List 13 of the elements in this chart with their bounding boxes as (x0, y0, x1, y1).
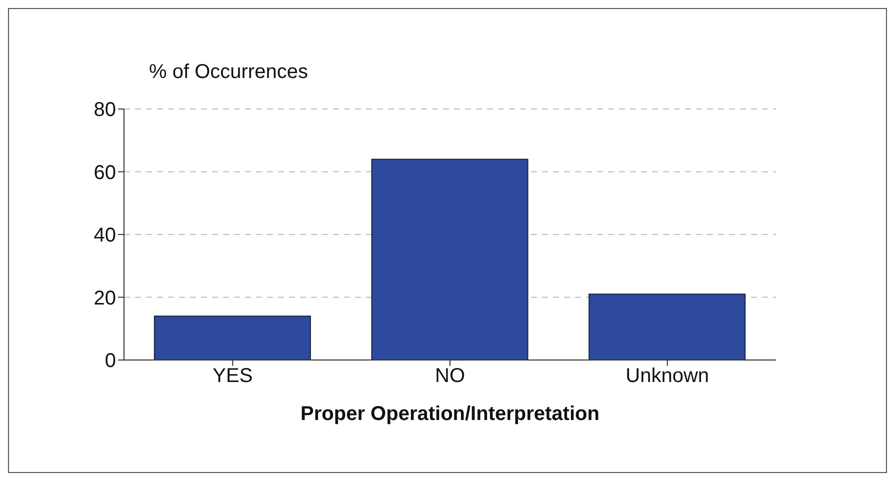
y-tick-label: 20 (94, 287, 116, 310)
y-tick-label: 80 (94, 99, 116, 122)
x-tick-label: Unknown (626, 365, 710, 388)
bar (371, 158, 528, 360)
y-tick-label: 0 (104, 350, 116, 372)
y-tick-label: 60 (94, 162, 116, 184)
bar (154, 316, 311, 360)
y-axis-title: % of Occurrences (149, 61, 308, 84)
x-axis-title: Proper Operation/Interpretation (300, 403, 600, 425)
y-tick-label: 40 (94, 224, 116, 247)
x-tick-label: YES (212, 365, 253, 388)
bar (588, 294, 746, 360)
x-tick-label: NO (435, 365, 465, 388)
